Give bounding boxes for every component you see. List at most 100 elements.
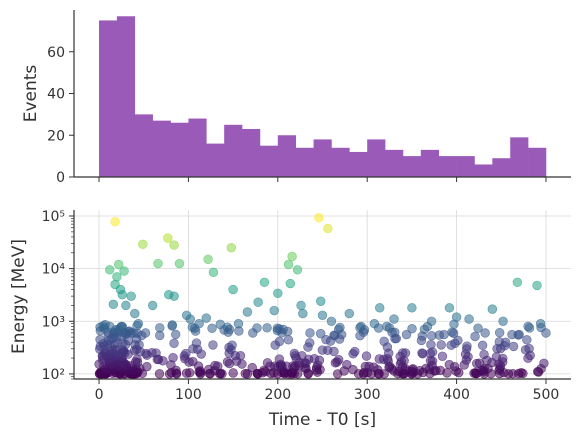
- scatter-point: [105, 265, 115, 275]
- histogram-bar: [99, 20, 118, 177]
- scatter-point: [170, 329, 181, 340]
- y-tick-label: 20: [47, 128, 65, 144]
- scatter-point: [417, 348, 427, 358]
- scatter-point: [226, 242, 237, 253]
- scatter-point: [361, 351, 372, 361]
- scatter-point: [477, 340, 488, 351]
- scatter-panel: 10² 10³ 10⁴ 10⁵ 0 100 200 300 400 500 Time - T0 [s…: [9, 209, 571, 430]
- scatter-point: [215, 319, 225, 330]
- histogram-panel: 0 20 40 60 Events: [21, 10, 571, 186]
- scatter-point: [344, 308, 355, 319]
- scatter-point: [382, 321, 392, 332]
- histogram-bar: [456, 156, 475, 177]
- scatter-point: [326, 316, 337, 326]
- scatter-point: [487, 304, 498, 314]
- scatter-point: [539, 358, 549, 369]
- scatter-point: [369, 318, 380, 329]
- scatter-point: [188, 356, 198, 367]
- x-tick-label: 100: [175, 387, 202, 403]
- scatter-point: [321, 335, 331, 345]
- scatter-point: [426, 316, 437, 326]
- scatter-point: [462, 341, 472, 351]
- y-tick-label: 60: [47, 45, 65, 61]
- scatter-point: [464, 314, 474, 324]
- scatter-point: [154, 369, 165, 379]
- histogram-bar: [313, 139, 332, 177]
- scatter-point: [532, 280, 542, 291]
- y-tick-label: 40: [47, 87, 65, 103]
- scatter-point: [273, 288, 283, 298]
- scatter-point: [342, 359, 352, 370]
- scatter-point: [227, 340, 237, 350]
- histogram-bar: [492, 158, 511, 177]
- scatter-point: [233, 318, 244, 329]
- scatter-point: [247, 362, 257, 373]
- scatter-point: [207, 323, 217, 333]
- scatter-point: [305, 338, 315, 348]
- scatter-point: [100, 319, 110, 330]
- scatter-point: [184, 368, 195, 378]
- scatter-point: [314, 212, 324, 223]
- scatter-point: [408, 364, 418, 374]
- x-tick-label: 400: [443, 387, 470, 403]
- scatter-point: [289, 348, 300, 359]
- scatter-point: [453, 335, 463, 346]
- scatter-point: [523, 321, 533, 332]
- scatter-point: [444, 359, 455, 370]
- scatter-point: [447, 327, 457, 337]
- scatter-point: [167, 320, 178, 330]
- scatter-point: [113, 259, 124, 270]
- scatter-point: [240, 368, 251, 379]
- scatter-point: [253, 297, 263, 307]
- scatter-point: [444, 303, 455, 313]
- scatter-point: [498, 316, 508, 326]
- histogram-bar: [224, 124, 243, 177]
- scatter-point: [142, 361, 152, 372]
- scatter-point: [153, 258, 163, 269]
- scatter-point: [296, 300, 306, 311]
- histogram-bar: [116, 16, 136, 178]
- scatter-point: [228, 368, 238, 378]
- scatter-point: [208, 340, 218, 350]
- scatter-point: [194, 318, 204, 329]
- scatter-point: [507, 329, 517, 340]
- scatter-point: [473, 323, 483, 333]
- x-tick-label: 300: [354, 387, 381, 403]
- scatter-point: [133, 318, 144, 329]
- scatter-point: [116, 321, 127, 331]
- scatter-point: [389, 314, 399, 324]
- scatter-point: [126, 291, 136, 301]
- scatter-point: [119, 266, 129, 276]
- scatter-point: [262, 323, 272, 333]
- scatter-point: [112, 272, 122, 282]
- histogram-bar: [259, 145, 279, 177]
- scatter-point: [335, 322, 345, 333]
- x-tick-label: 0: [95, 387, 104, 403]
- scatter-point: [274, 336, 285, 347]
- scatter-point: [210, 360, 220, 371]
- scatter-point: [292, 265, 303, 275]
- y-tick-label: 10²: [42, 367, 65, 383]
- scatter-point: [407, 303, 417, 313]
- histogram-bar: [206, 143, 225, 177]
- scatter-point: [374, 354, 384, 364]
- scatter-point: [350, 346, 360, 357]
- scatter-point: [181, 348, 191, 359]
- scatter-point: [305, 328, 315, 338]
- scatter-point: [262, 358, 273, 368]
- histogram-bar: [242, 128, 261, 177]
- scatter-point: [323, 223, 333, 234]
- histogram-bar: [170, 122, 189, 177]
- scatter-point: [174, 258, 185, 269]
- scatter-point: [356, 321, 366, 332]
- scatter-point: [283, 259, 294, 270]
- scatter-point: [108, 299, 119, 310]
- histogram-bar: [385, 149, 404, 177]
- histogram-bar: [188, 118, 207, 177]
- scatter-point: [524, 343, 534, 354]
- scatter-point: [348, 364, 358, 375]
- scatter-point: [269, 305, 279, 316]
- scatter-point: [436, 340, 446, 350]
- scatter-point: [364, 361, 374, 372]
- scatter-point: [169, 338, 179, 349]
